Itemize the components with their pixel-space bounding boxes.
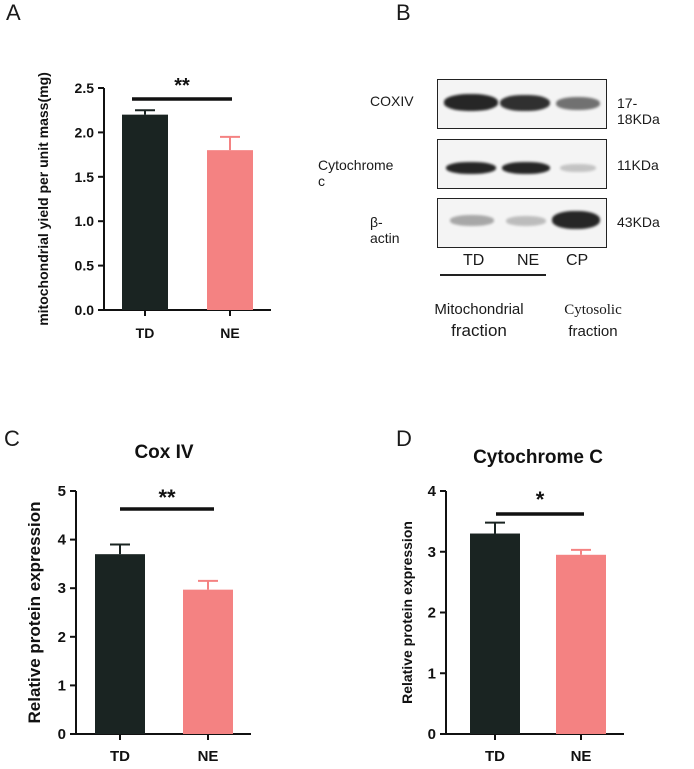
- y-axis-label: Relative protein expression: [25, 501, 44, 723]
- cytosolic-fraction-label: Cytosolic fraction: [545, 300, 641, 342]
- y-tick-label: 3: [58, 580, 66, 597]
- chart-title: Cox IV: [134, 442, 193, 463]
- y-tick-label: 1: [428, 665, 436, 682]
- chart-a-mitochondrial-yield: 0.0 0.5 1.0 1.5 2.0 2.5 mitochondrial yield pe…: [35, 72, 271, 341]
- x-category-label: TD: [110, 748, 130, 765]
- band-cytc-cp: [560, 164, 596, 172]
- blot-strip-cytochrome-c: [437, 139, 607, 189]
- y-axis-label: Relative protein expression: [399, 521, 415, 704]
- bar-ne: [556, 554, 606, 734]
- band-cytc-ne: [502, 162, 550, 174]
- band-coxiv-td: [444, 94, 498, 111]
- blot-strip-coxiv: [437, 79, 607, 129]
- blot-row-label-beta-actin: β-actin: [370, 214, 400, 246]
- y-axis-label: mitochondrial yield per unit mass(mg): [35, 72, 51, 326]
- y-tick-label: 2: [428, 605, 436, 622]
- band-coxiv-cp: [556, 97, 600, 110]
- band-actin-cp: [552, 211, 600, 229]
- x-category-label: NE: [220, 325, 239, 341]
- x-category-label: NE: [571, 748, 592, 765]
- y-tick-label: 4: [58, 532, 67, 549]
- y-tick-label: 0: [58, 726, 66, 743]
- significance-marker: **: [158, 485, 176, 510]
- mitochondrial-fraction-line2: fraction: [451, 321, 507, 340]
- blot-strip-beta-actin: [437, 198, 607, 248]
- y-tick-label: 0.0: [75, 302, 95, 318]
- blot-row-label-coxiv: COXIV: [370, 93, 414, 109]
- x-category-label: TD: [485, 748, 505, 765]
- y-tick-label: 1.5: [75, 169, 95, 185]
- chart-d-cytochrome-c: Cytochrome C 0 1 2 3 4 Relative protein expres…: [399, 447, 624, 765]
- y-tick-label: 2: [58, 629, 66, 646]
- x-category-label: NE: [198, 748, 219, 765]
- size-label-cytochrome-c: 11KDa: [617, 157, 659, 173]
- y-tick-label: 0: [428, 726, 436, 743]
- bar-ne: [207, 150, 253, 310]
- significance-marker: *: [536, 487, 545, 512]
- y-tick-label: 1.0: [75, 213, 95, 229]
- x-category-label: TD: [136, 325, 155, 341]
- panel-label-c: C: [4, 426, 20, 451]
- panel-label-d: D: [396, 426, 412, 451]
- blot-row-label-cytochrome-c: Cytochrome c: [318, 157, 394, 189]
- mito-fraction-bracket: [440, 274, 546, 276]
- y-tick-label: 5: [58, 483, 66, 500]
- panel-label-b: B: [396, 0, 411, 25]
- lane-label-td: TD: [463, 252, 485, 269]
- y-tick-label: 4: [428, 483, 437, 500]
- size-label-coxiv: 17-18KDa: [617, 95, 660, 127]
- chart-title: Cytochrome C: [473, 447, 603, 468]
- significance-marker: **: [174, 75, 190, 97]
- bar-td: [122, 114, 168, 310]
- band-coxiv-ne: [500, 95, 550, 111]
- y-tick-label: 0.5: [75, 258, 95, 274]
- panel-label-a: A: [6, 0, 21, 25]
- bar-td: [95, 554, 145, 734]
- cytosolic-fraction-line1: Cytosolic: [564, 302, 622, 318]
- band-actin-td: [450, 215, 494, 226]
- y-tick-label: 1: [58, 677, 66, 694]
- band-actin-ne: [506, 216, 546, 226]
- chart-c-cox-iv: Cox IV 0 1 2 3 4 5 Relative protein expression T…: [25, 442, 251, 765]
- cytosolic-fraction-line2: fraction: [568, 323, 618, 340]
- bar-td: [470, 533, 520, 734]
- y-tick-label: 2.0: [75, 124, 95, 140]
- size-label-beta-actin: 43KDa: [617, 214, 660, 230]
- lane-label-ne: NE: [517, 252, 540, 269]
- bar-ne: [183, 589, 233, 734]
- mitochondrial-fraction-line1: Mitochondrial: [434, 301, 524, 318]
- y-tick-label: 3: [428, 544, 436, 561]
- y-tick-label: 2.5: [75, 80, 95, 96]
- mitochondrial-fraction-label: Mitochondrial fraction: [418, 299, 540, 341]
- lane-label-cp: CP: [566, 252, 589, 269]
- band-cytc-td: [446, 162, 496, 174]
